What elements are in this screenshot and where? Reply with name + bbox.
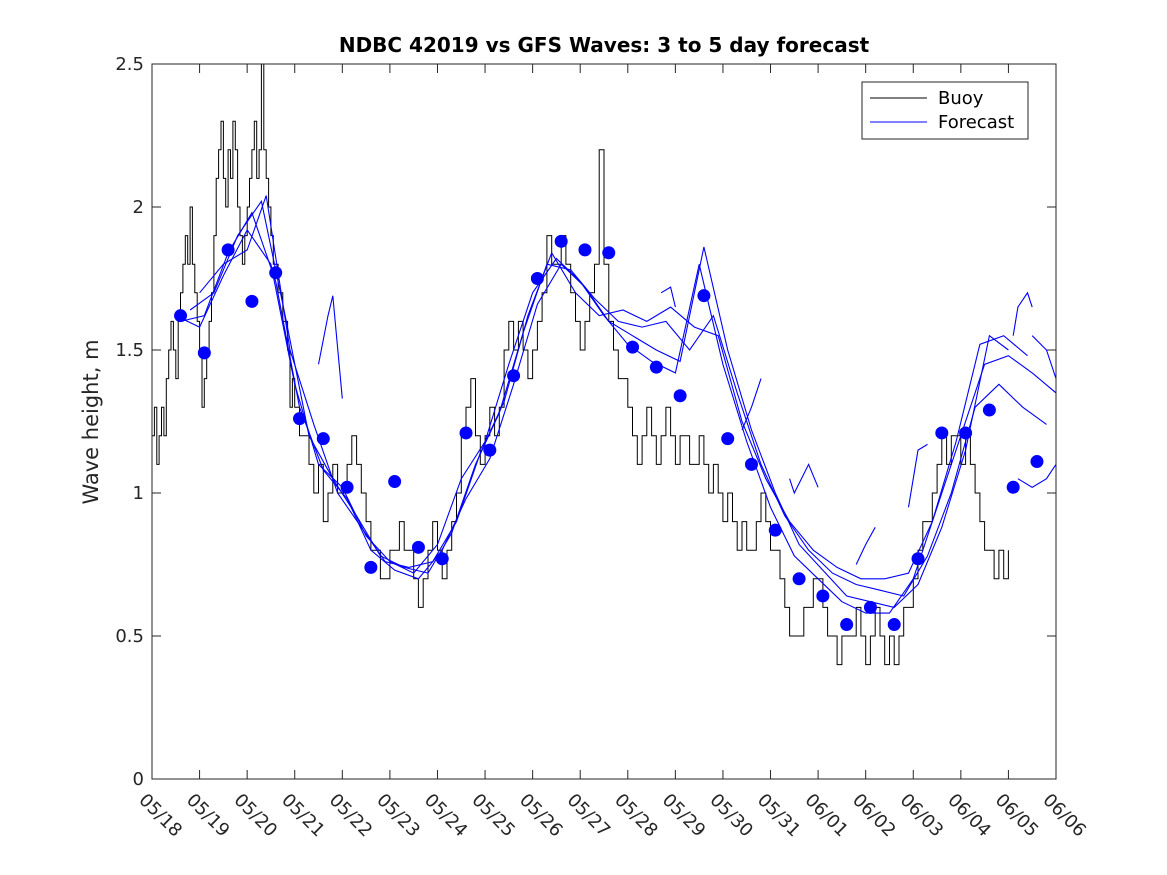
forecast-point [507,369,521,383]
legend-box [861,81,1029,140]
y-tick-label: 0.5 [115,626,144,647]
forecast-line [1012,291,1033,336]
forecast-point [816,589,830,603]
forecast-point [935,426,949,440]
forecast-point [459,426,473,440]
forecast-point [887,618,901,632]
forecast-point [411,540,425,554]
forecast-point [1030,455,1044,469]
forecast-line [317,295,343,399]
forecast-point [554,234,568,248]
forecast-point [530,272,544,285]
forecast-line [789,463,819,495]
forecast-point [221,243,235,257]
forecast-point [626,340,640,354]
forecast-point [364,560,378,574]
forecast-point [388,475,402,489]
forecast-point [1006,480,1020,494]
forecast-point [982,403,996,417]
forecast-point [697,289,711,303]
y-tick-label: 2.5 [115,54,144,75]
forecast-point [435,552,449,566]
forecast-point [863,600,877,614]
forecast-point [649,360,663,374]
forecast-point [721,432,735,446]
y-tick-label: 1 [133,483,144,504]
forecast-line [199,195,1028,580]
forecast-point [269,266,283,280]
forecast-point [840,618,854,632]
buoy-line [152,64,1009,666]
forecast-point [174,309,188,323]
forecast-line [1031,335,1056,379]
forecast-point [197,346,211,360]
forecast-point [911,552,925,566]
y-axis-label: Wave height, m [79,339,103,504]
legend-label-buoy: Buoy [938,88,984,109]
forecast-line [660,286,676,308]
forecast-point [673,389,687,403]
legend: Buoy Forecast [861,81,1029,140]
forecast-line [855,527,876,565]
forecast-point [245,294,259,308]
forecast-point [578,243,592,257]
forecast-line [1017,464,1056,488]
plot-frame [151,63,1057,780]
forecast-point [483,443,497,457]
forecast-point [316,432,330,446]
y-tick-label: 2 [133,197,144,218]
y-tick-label: 0 [133,769,144,790]
forecast-point [768,523,782,537]
forecast-line [907,443,928,508]
chart-title: NDBC 42019 vs GFS Waves: 3 to 5 day fore… [339,33,870,57]
forecast-point [959,426,973,440]
forecast-point [292,412,306,426]
y-tick-label: 1.5 [115,340,144,361]
forecast-point [744,457,758,471]
forecast-point [602,246,616,260]
forecast-line [741,378,762,431]
legend-label-forecast: Forecast [938,112,1014,133]
forecast-point [340,480,354,494]
series-layer [152,64,1056,666]
forecast-point [792,572,806,586]
